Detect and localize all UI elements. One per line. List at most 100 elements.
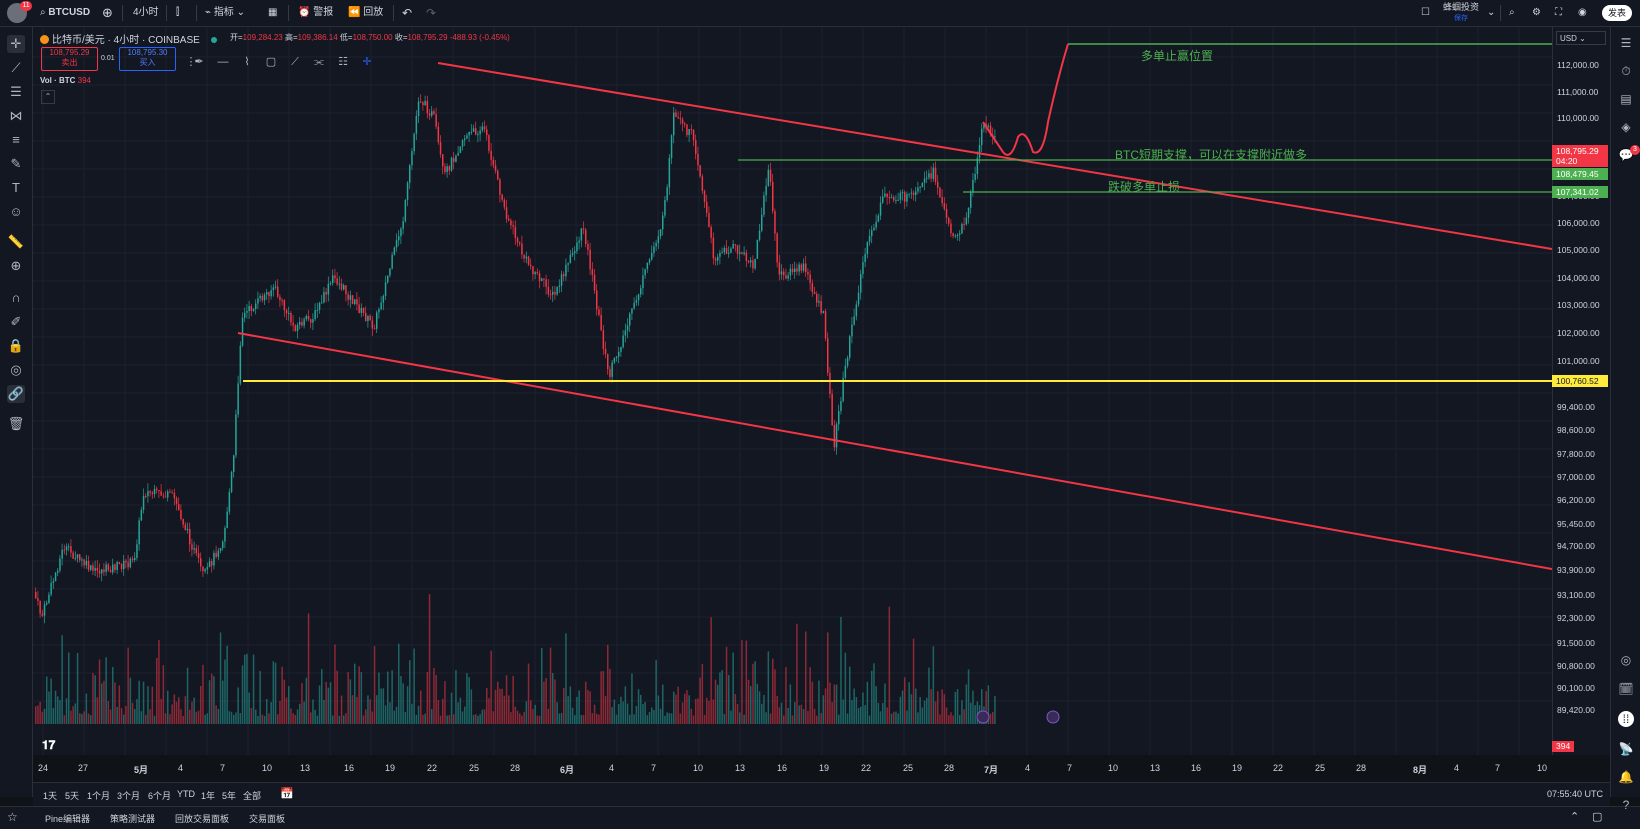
range-button[interactable]: 3个月 — [117, 791, 141, 801]
layout-name-button[interactable]: 蜂蝈投资 保存 — [1443, 2, 1480, 22]
candle-body — [145, 495, 147, 497]
candle-type-icon[interactable]: ⫿ — [176, 7, 180, 18]
candle-body — [338, 283, 341, 285]
target-icon[interactable]: ◎ — [1620, 653, 1632, 667]
range-button[interactable]: 1天 — [43, 791, 58, 801]
alerts-clock-icon[interactable]: ⏱ — [1621, 64, 1631, 78]
candle-body — [512, 225, 514, 227]
lock-drawing-icon[interactable]: ✐ — [10, 314, 22, 329]
event-marker-icon[interactable] — [976, 710, 990, 724]
magnet-icon[interactable]: ∩ — [11, 290, 21, 305]
collapse-icon[interactable]: ⌃ — [41, 90, 55, 104]
settings-lines-icon[interactable]: ☷ — [338, 56, 348, 68]
drag-handle-icon[interactable]: ⋮ — [185, 56, 197, 68]
indicators-button[interactable]: ⌁ 指标 ⌄ — [205, 7, 245, 18]
watchlist-icon[interactable]: ☰ — [1620, 36, 1632, 50]
layout-square-icon[interactable]: ☐ — [1421, 7, 1430, 18]
ray-icon[interactable]: ⟋ — [291, 56, 299, 68]
rectangle-icon[interactable]: ▢ — [265, 56, 277, 68]
channel-icon[interactable]: ⫘ — [314, 56, 324, 68]
broadcast-icon[interactable]: 📡 — [1618, 742, 1634, 756]
pattern-icon[interactable]: ⋈ — [9, 108, 23, 123]
sell-button[interactable]: 108,795.29 卖出 — [41, 47, 98, 71]
trash-icon[interactable]: 🗑 — [7, 416, 25, 431]
bottom-tab[interactable]: 回放交易面板 — [175, 814, 230, 824]
volume-bar — [428, 594, 431, 724]
chat-icon[interactable]: 💬 — [1618, 148, 1634, 162]
undo-icon[interactable]: ↶ — [402, 6, 413, 20]
camera-icon[interactable]: ◉ — [1578, 7, 1587, 18]
fib-icon[interactable]: ≡ — [12, 132, 20, 147]
utc-clock[interactable]: 07:55:40 UTC — [1547, 789, 1604, 799]
chart-pane[interactable] — [33, 27, 1552, 755]
link-icon[interactable]: 🔗 — [7, 385, 25, 403]
volume-bar — [411, 703, 413, 724]
star-icon[interactable]: ☆ — [7, 810, 18, 824]
right-widget-bar: ☰ ⏱ ▤ ◈ 💬 3 ◎ 🗓 ⁞⁞ 📡 🔔 ? — [1610, 27, 1640, 812]
crosshair-icon[interactable]: ✛ — [7, 35, 25, 53]
layout-icon[interactable]: ▦ — [268, 7, 278, 18]
apps-grid-icon[interactable]: ⁞⁞ — [1618, 711, 1634, 727]
trendline-icon[interactable]: ⟋ — [11, 60, 21, 75]
symbol-search-button[interactable]: ⌕ BTCUSD — [40, 7, 91, 18]
volume-legend[interactable]: Vol · BTC 394 — [40, 76, 91, 85]
calendar-widget-icon[interactable]: 🗓 — [1618, 682, 1634, 696]
candle-body — [387, 275, 389, 283]
crosshair-tool-icon[interactable]: ✛ — [362, 56, 372, 68]
redo-icon[interactable]: ↷ — [426, 6, 437, 20]
channel-lower-line[interactable] — [237, 332, 1552, 570]
tradingview-logo[interactable]: 𝟏𝟕 — [42, 738, 56, 752]
range-button[interactable]: 6个月 — [148, 791, 172, 801]
quick-search-icon[interactable]: ⌕ — [1509, 7, 1515, 18]
projected-path-line[interactable] — [982, 43, 1069, 156]
add-symbol-icon[interactable]: ⊕ — [102, 5, 113, 20]
range-button[interactable]: 5天 — [65, 791, 80, 801]
interval-button[interactable]: 4小时 — [133, 7, 159, 18]
line-icon[interactable]: — — [217, 56, 229, 68]
fullscreen-icon[interactable]: ⛶ — [1555, 7, 1562, 18]
chevron-down-icon[interactable]: ⌄ — [1487, 7, 1496, 18]
ruler-icon[interactable]: 📏 — [7, 234, 25, 249]
bell-icon[interactable]: 🔔 — [1618, 770, 1634, 784]
bottom-tab[interactable]: 策略测试器 — [110, 814, 156, 824]
eye-icon[interactable]: ◎ — [10, 362, 22, 377]
pen-icon[interactable]: ✒ — [194, 56, 204, 68]
chevron-up-icon[interactable]: ⌃ — [1570, 811, 1580, 823]
range-button[interactable]: YTD — [177, 789, 195, 799]
volume-bar — [178, 697, 180, 724]
horizontal-lines-icon[interactable]: ☰ — [10, 84, 22, 99]
event-marker-icon[interactable] — [1046, 710, 1060, 724]
range-button[interactable]: 1个月 — [87, 791, 111, 801]
lock-icon[interactable]: 🔒 — [7, 338, 25, 353]
gear-icon[interactable]: ⚙ — [1532, 7, 1541, 18]
maximize-icon[interactable]: ▢ — [1592, 811, 1603, 823]
bottom-tab[interactable]: 交易面板 — [249, 814, 286, 824]
help-icon[interactable]: ? — [1622, 798, 1630, 812]
publish-button[interactable]: 发表 — [1602, 5, 1632, 21]
candle-body — [681, 119, 684, 124]
candle-body — [72, 552, 74, 559]
text-icon[interactable]: T — [12, 180, 20, 195]
zoom-in-icon[interactable]: ⊕ — [10, 258, 22, 273]
calendar-icon[interactable]: 📅 — [280, 788, 294, 800]
currency-select[interactable]: USD ⌄ — [1556, 31, 1606, 45]
channel-upper-line[interactable] — [437, 62, 1552, 250]
range-button[interactable]: 全部 — [243, 791, 262, 801]
data-window-icon[interactable]: ▤ — [1620, 92, 1632, 106]
brush-tool-icon[interactable]: ⌇ — [244, 56, 250, 68]
buy-button[interactable]: 108,795.30 买入 — [119, 47, 176, 71]
replay-button[interactable]: ⏪ 回放 — [348, 7, 384, 18]
emoji-icon[interactable]: ☺ — [9, 204, 23, 219]
brush-icon[interactable]: ✎ — [10, 156, 22, 171]
chart-canvas[interactable] — [33, 27, 1552, 755]
bottom-tab[interactable]: Pine编辑器 — [45, 814, 91, 824]
range-button[interactable]: 5年 — [222, 791, 237, 801]
layers-icon[interactable]: ◈ — [1621, 120, 1631, 134]
volume-bar — [127, 647, 129, 724]
volume-bar — [417, 705, 420, 724]
legend-title[interactable]: 比特币/美元 · 4小时 · COINBASE — [52, 35, 200, 46]
volume-bar — [864, 705, 866, 724]
alert-button[interactable]: ⏰ 警报 — [298, 7, 334, 18]
volume-bar — [283, 679, 286, 724]
range-button[interactable]: 1年 — [201, 791, 216, 801]
